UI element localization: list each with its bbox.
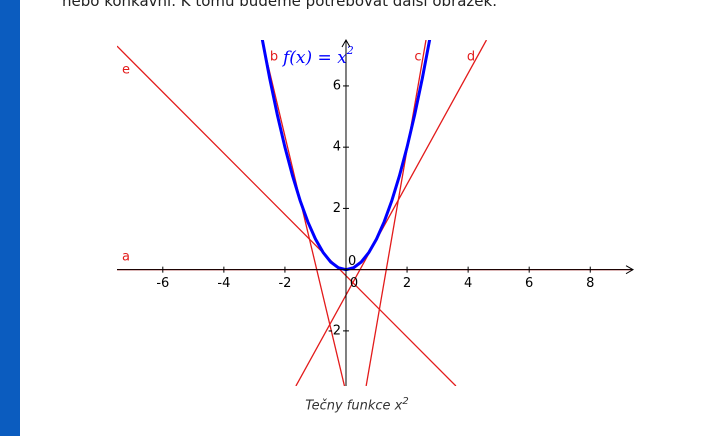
y-tick-label: 2	[333, 201, 341, 216]
sidebar	[0, 0, 20, 436]
tangent-line	[117, 45, 457, 386]
y-tick-label: 6	[333, 78, 341, 93]
caption-text: Tečny funkce x	[305, 398, 403, 414]
line-label: d	[467, 50, 475, 65]
line-label: c	[414, 50, 421, 65]
x-tick-label: 4	[464, 276, 472, 291]
plot-area	[117, 40, 633, 386]
line-label: e	[122, 63, 130, 78]
line-label: a	[122, 250, 130, 265]
x-tick-label: 2	[403, 276, 411, 291]
y-tick-label: 4	[333, 140, 341, 155]
caption: Tečny funkce x2	[0, 396, 714, 413]
caption-sup: 2	[402, 396, 409, 407]
x-tick-label: -2	[278, 276, 291, 291]
line-label: b	[270, 50, 278, 65]
x-tick-label: 8	[586, 276, 594, 291]
y-axis-arrow	[341, 38, 351, 48]
function-label-sup: 2	[346, 44, 354, 57]
intro-text: nebo konkávní. K tomu budeme potřebovat …	[62, 0, 497, 10]
x-tick-label: 6	[525, 276, 533, 291]
tangent-line	[295, 40, 488, 386]
y-tick-label: 0	[348, 254, 356, 269]
function-label: f(x) = x2	[281, 44, 354, 68]
x-tick-label: -4	[217, 276, 230, 291]
tangent-line	[365, 40, 427, 386]
x-tick-label: -6	[156, 276, 169, 291]
y-tick-label: -2	[328, 323, 341, 338]
function-label-text: f(x) = x	[281, 48, 347, 68]
x-axis-arrow	[625, 265, 635, 275]
x-tick-label: 0	[350, 276, 358, 291]
